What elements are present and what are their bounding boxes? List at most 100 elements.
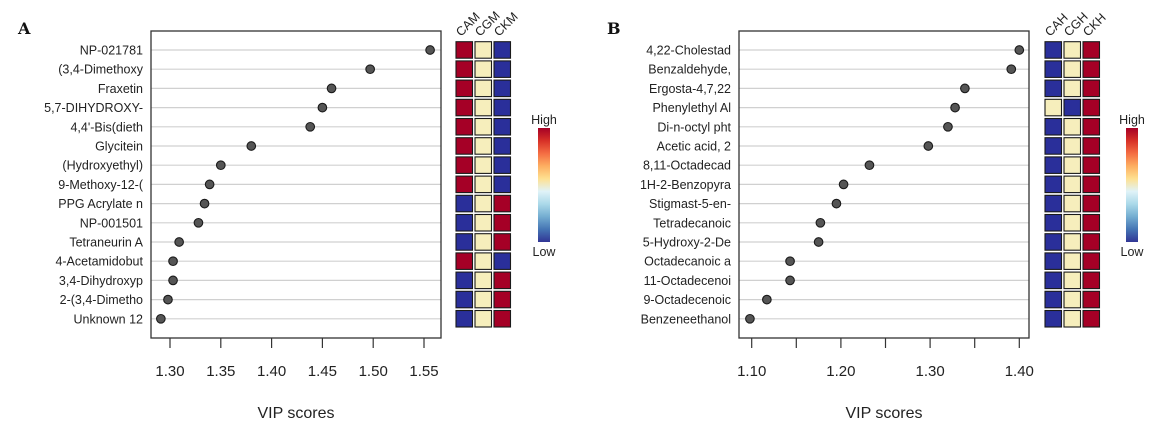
heatmap-cell <box>1063 252 1082 270</box>
x-axis-title: VIP scores <box>845 405 922 422</box>
x-tick-label: 1.40 <box>257 363 286 380</box>
data-point <box>1014 45 1025 55</box>
data-point <box>923 141 934 151</box>
heatmap-cell <box>455 271 474 290</box>
heatmap-cell <box>455 79 474 98</box>
data-point <box>199 198 210 209</box>
data-point <box>365 64 376 75</box>
heatmap-cell <box>1044 41 1063 59</box>
heatmap-cell <box>1044 213 1063 232</box>
heatmap-cell <box>474 290 493 309</box>
row-label: (3,4-Dimethoxy <box>58 63 143 77</box>
heatmap-cell <box>474 98 493 117</box>
heatmap-cell <box>1082 98 1101 117</box>
row-label: 4,4'-Bis(dieth <box>70 120 143 134</box>
heatmap-cell <box>455 252 474 270</box>
row-label: 8,11-Octadecad <box>643 159 731 173</box>
panel-a: A NP-021781 (3,4-Dimethoxy Fraxetin 5,7-DIH… <box>17 9 557 422</box>
x-tick-label: 1.20 <box>826 363 855 380</box>
row-label: Acetic acid, 2 <box>657 140 731 154</box>
data-point <box>762 294 772 305</box>
heatmap-cell <box>1063 60 1082 78</box>
heatmap-cell <box>1063 98 1082 117</box>
data-point <box>168 256 178 267</box>
heatmap-cell <box>1044 98 1063 117</box>
data-point <box>317 102 328 113</box>
heatmap-cell <box>1063 233 1082 251</box>
row-label: Phenylethyl Al <box>652 101 731 115</box>
heatmap-cell <box>474 79 493 98</box>
data-point <box>204 179 215 190</box>
heatmap-cell <box>1082 60 1101 78</box>
row-label: 9-Octadecenoic <box>643 293 731 307</box>
heatmap-cell <box>1063 79 1082 98</box>
row-label: Tetraneurin A <box>69 236 143 250</box>
row-label: Di-n-octyl pht <box>657 120 731 134</box>
heatmap-cell <box>1044 137 1063 155</box>
x-axis-title: VIP scores <box>257 405 334 422</box>
heatmap-cell <box>1063 175 1082 194</box>
row-label: Ergosta-4,7,22 <box>649 82 731 96</box>
heatmap-cell <box>455 60 474 78</box>
data-point <box>163 294 173 305</box>
data-point <box>960 83 970 94</box>
heatmap-cell <box>474 309 493 328</box>
heatmap-cell <box>493 213 512 232</box>
heatmap-cell <box>1082 233 1101 251</box>
heatmap-cell <box>1044 309 1063 328</box>
heatmap-cell <box>1044 60 1063 78</box>
heatmap-cell <box>493 98 512 117</box>
row-label: 3,4-Dihydroxyp <box>59 274 143 288</box>
row-label: 11-Octadecenoi <box>644 274 731 288</box>
row-label: Fraxetin <box>98 82 143 96</box>
heatmap-cell <box>1082 252 1101 270</box>
row-label: Glycitein <box>95 140 143 154</box>
heatmap-cell <box>493 117 512 136</box>
row-label: (Hydroxyethyl) <box>62 159 143 173</box>
row-label: Octadecanoic a <box>644 255 731 269</box>
heatmap-cell <box>455 213 474 232</box>
heatmap-cell <box>493 194 512 213</box>
heatmap-cell <box>1063 137 1082 155</box>
heatmap-cell <box>1082 194 1101 213</box>
heatmap-cell <box>474 156 493 174</box>
heatmap-cell <box>1044 79 1063 98</box>
row-label: 5,7-DIHYDROXY- <box>44 101 143 115</box>
data-point <box>174 237 184 247</box>
panel-b: B 4,22-Cholestad Benzaldehyde, Ergosta-4,7… <box>607 10 1145 422</box>
heatmap-cell <box>474 60 493 78</box>
x-tick-label: 1.35 <box>206 363 235 380</box>
heatmap-cell <box>1044 290 1063 309</box>
heatmap-cell <box>493 79 512 98</box>
heatmap-cell <box>1082 290 1101 309</box>
heatmap-cell <box>1082 137 1101 155</box>
heatmap-cell <box>1082 41 1101 59</box>
heatmap-cell <box>493 309 512 328</box>
heatmap-cell <box>493 41 512 59</box>
heatmap-cell <box>455 117 474 136</box>
heatmap-cell <box>1044 233 1063 251</box>
data-point <box>193 217 204 228</box>
heatmap-cell <box>455 309 474 328</box>
row-label: Benzaldehyde, <box>648 63 731 77</box>
heatmap-cell <box>1044 271 1063 290</box>
data-point <box>425 45 435 55</box>
x-tick-label: 1.30 <box>915 363 944 380</box>
row-label: 4-Acetamidobut <box>55 255 143 269</box>
plot-frame <box>738 30 1030 339</box>
x-tick-label: 1.45 <box>308 363 337 380</box>
x-tick-label: 1.50 <box>359 363 388 380</box>
row-label: PPG Acrylate n <box>58 197 143 211</box>
data-point <box>326 83 337 94</box>
heatmap-cell <box>1063 309 1082 328</box>
data-point <box>864 160 875 171</box>
panel-letter: A <box>17 19 31 38</box>
heatmap-cell <box>493 175 512 194</box>
row-label: 4,22-Cholestad <box>646 44 731 58</box>
heatmap-cell <box>474 233 493 251</box>
panel-letter: B <box>607 19 621 38</box>
data-point <box>813 237 824 247</box>
color-legend-bar <box>538 128 550 242</box>
heatmap-cell <box>1044 252 1063 270</box>
